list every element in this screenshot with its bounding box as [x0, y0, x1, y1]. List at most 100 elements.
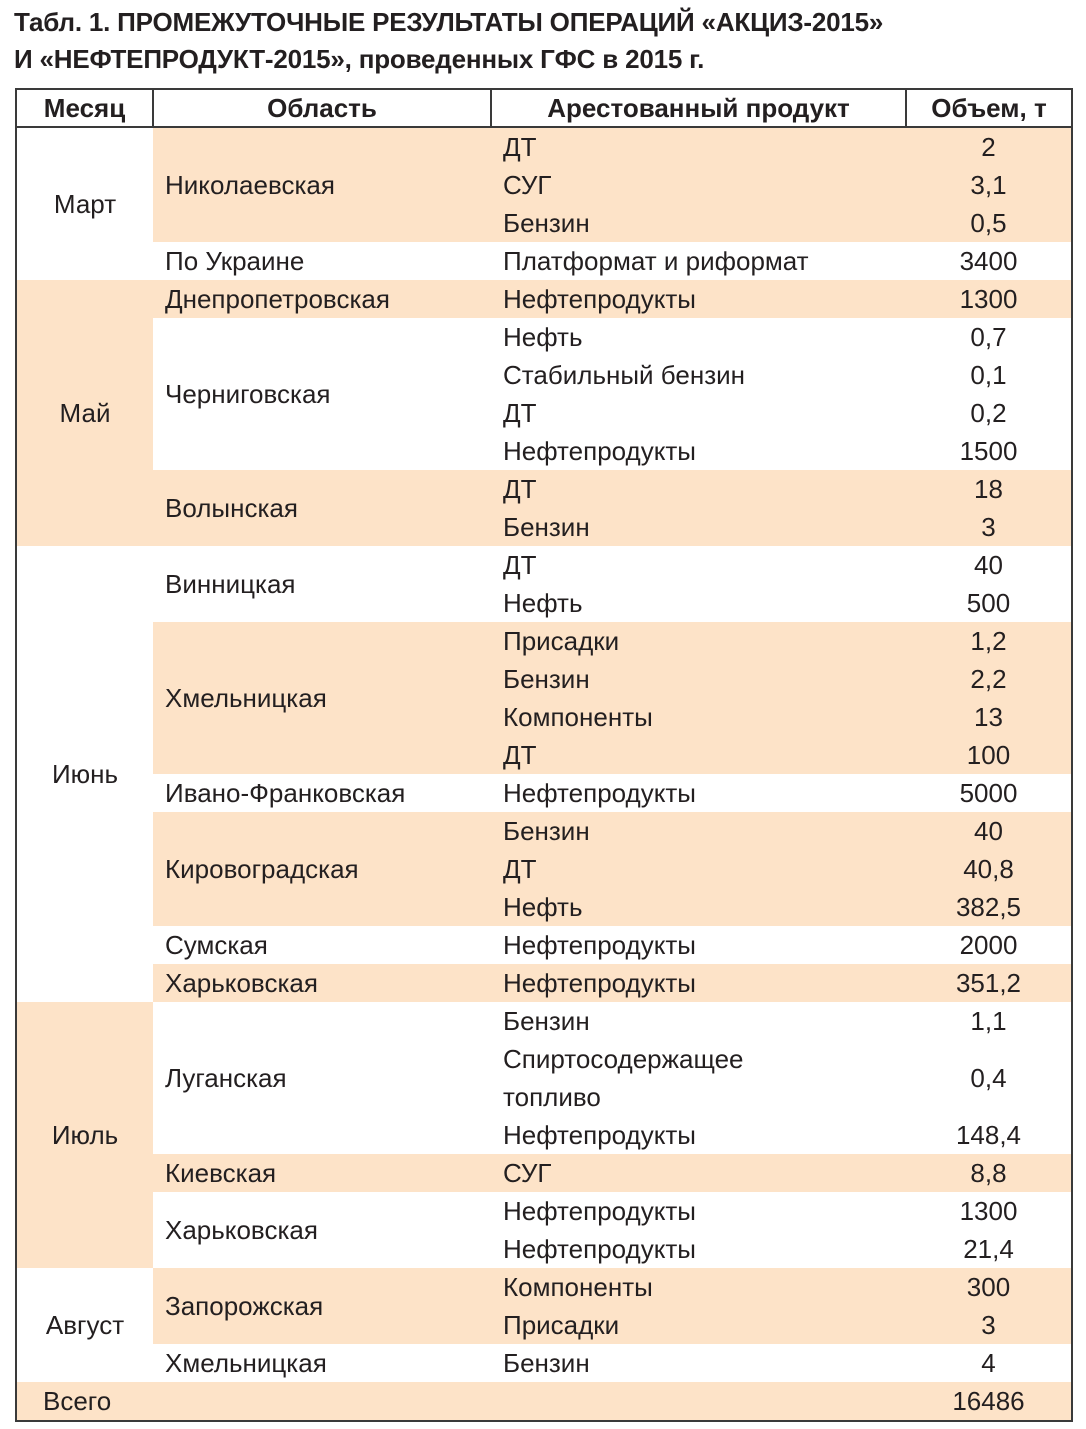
product-cell: Бензин: [491, 812, 906, 850]
product-cell-text: Нефть: [503, 322, 583, 352]
volume-cell: 3400: [906, 242, 1072, 280]
table-row: Март Николаевская ДТ 2: [16, 127, 1072, 242]
table-row: По Украине Платформат и риформат 3400: [16, 242, 1072, 280]
volume-cell-text: 40: [974, 816, 1003, 846]
header-region: Область: [152, 88, 492, 128]
volume-cell: 1500: [906, 432, 1072, 470]
region-cell-text: Харьковская: [165, 968, 318, 998]
table-row: Май Днепропетровская Нефтепродукты 1300: [16, 280, 1072, 546]
total-label-text: Всего: [43, 1386, 112, 1416]
volume-cell-text: 1500: [959, 436, 1018, 466]
product-cell-text: Бензин: [503, 1006, 590, 1036]
region-cell-text: Черниговская: [165, 379, 331, 409]
volume-cell: 0,2: [906, 394, 1072, 432]
product-cell-text: ДТ: [503, 474, 537, 504]
table-row: СУГ 3,1: [16, 166, 1072, 204]
product-cell: СУГ: [491, 1154, 906, 1192]
region-cell-text: Ивано-Франковская: [165, 778, 406, 808]
volume-cell-text: 21,4: [963, 1234, 1014, 1264]
region-cell: Кировоградская: [153, 812, 491, 926]
product-cell: Нефтепродукты: [491, 926, 906, 964]
product-cell-text: Компоненты: [503, 702, 653, 732]
table-row: Нефть 382,5: [16, 888, 1072, 926]
product-cell-text: Присадки: [503, 626, 620, 656]
product-cell-text: Бензин: [503, 1348, 590, 1378]
volume-cell-text: 4: [981, 1348, 996, 1378]
volume-cell: 3,1: [906, 166, 1072, 204]
volume-cell: 21,4: [906, 1230, 1072, 1268]
month-cell-text: Май: [59, 398, 111, 428]
table-row: Нефть 500: [16, 584, 1072, 622]
volume-cell-text: 1,1: [970, 1006, 1007, 1036]
region-cell: Волынская: [153, 470, 491, 546]
product-cell: Бензин: [491, 204, 906, 242]
table-row: Июль Луганская Бензин 1,1: [16, 1002, 1072, 1268]
table-row: Харьковская Нефтепродукты 1300: [16, 1192, 1072, 1245]
product-cell-text: Бензин: [503, 208, 590, 238]
header-row: Месяц Область Арестованный продукт Объем…: [15, 88, 1073, 128]
product-cell: Платформат и риформат: [491, 242, 906, 280]
volume-cell-text: 8,8: [970, 1158, 1007, 1188]
product-cell: ДТ: [491, 850, 906, 888]
product-cell-text: Бензин: [503, 512, 590, 542]
product-cell-text: Платформат и риформат: [503, 246, 809, 276]
product-cell-text: Спиртосодержащее топливо: [503, 1044, 744, 1112]
table-row: ДТ 100: [16, 736, 1072, 774]
region-cell-text: Запорожская: [165, 1291, 324, 1321]
volume-cell: 40: [906, 546, 1072, 584]
table-row: Бензин 0,5: [16, 204, 1072, 242]
table-row: Хмельницкая Бензин 4: [16, 1344, 1072, 1382]
product-cell: Присадки: [491, 622, 906, 660]
volume-cell-text: 3,1: [970, 170, 1007, 200]
product-cell-text: СУГ: [503, 170, 552, 200]
volume-cell-text: 0,7: [970, 322, 1007, 352]
region-cell-text: Киевская: [165, 1158, 277, 1188]
region-cell-text: По Украине: [165, 246, 305, 276]
volume-cell: 0,5: [906, 204, 1072, 242]
table-row: Спиртосодержащее топливо 0,4: [16, 1040, 1072, 1116]
product-cell-text: Нефтепродукты: [503, 1120, 696, 1150]
region-cell: По Украине: [153, 242, 491, 280]
product-cell: Нефтепродукты: [491, 774, 906, 812]
volume-cell-text: 1300: [959, 1196, 1018, 1226]
product-cell-text: Нефтепродукты: [503, 436, 696, 466]
total-label: Всего: [16, 1382, 906, 1421]
region-cell: Сумская: [153, 926, 491, 964]
table-body: Март Николаевская ДТ 2 СУГ 3,1 Бензин 0,5 По Укр…: [16, 127, 1072, 1421]
product-cell: Бензин: [491, 660, 906, 698]
product-cell-text: Нефтепродукты: [503, 1234, 696, 1264]
product-cell: Нефтепродукты: [491, 1116, 906, 1154]
volume-cell-text: 2: [981, 132, 996, 162]
volume-cell: 1,1: [906, 1002, 1072, 1040]
month-cell-text: Март: [53, 189, 117, 219]
region-cell: Киевская: [153, 1154, 491, 1192]
volume-cell: 500: [906, 584, 1072, 622]
region-cell: Хмельницкая: [153, 622, 491, 774]
volume-cell: 1,2: [906, 622, 1072, 660]
volume-cell: 2,2: [906, 660, 1072, 698]
table-title-line-1: Табл. 1. ПРОМЕЖУТОЧНЫЕ РЕЗУЛЬТАТЫ ОПЕРАЦ…: [14, 7, 884, 37]
month-cell: Март: [16, 127, 153, 280]
table-row: ДТ 40,8: [16, 850, 1072, 888]
region-cell: Ивано-Франковская: [153, 774, 491, 812]
month-cell: Июнь: [16, 546, 153, 1002]
table-row: Компоненты 13: [16, 698, 1072, 736]
product-cell: Бензин: [491, 1002, 906, 1040]
total-volume: 16486: [906, 1382, 1072, 1421]
product-cell: Нефть: [491, 318, 906, 356]
table-row: Нефтепродукты 1500: [16, 432, 1072, 470]
table-row: Харьковская Нефтепродукты 351,2: [16, 964, 1072, 1002]
product-cell-text: Нефтепродукты: [503, 284, 696, 314]
header-product: Арестованный продукт: [490, 88, 907, 128]
product-cell-text: Нефтепродукты: [503, 930, 696, 960]
table-title: Табл. 1. ПРОМЕЖУТОЧНЫЕ РЕЗУЛЬТАТЫ ОПЕРАЦ…: [14, 4, 883, 78]
product-cell: Нефтепродукты: [491, 432, 906, 470]
volume-cell-text: 0,1: [970, 360, 1007, 390]
product-cell-text: Бензин: [503, 664, 590, 694]
region-cell: Николаевская: [153, 127, 491, 242]
month-cell: Май: [16, 280, 153, 546]
volume-cell: 3: [906, 508, 1072, 546]
product-cell-text: ДТ: [503, 740, 537, 770]
product-cell: СУГ: [491, 166, 906, 204]
volume-cell: 4: [906, 1344, 1072, 1382]
